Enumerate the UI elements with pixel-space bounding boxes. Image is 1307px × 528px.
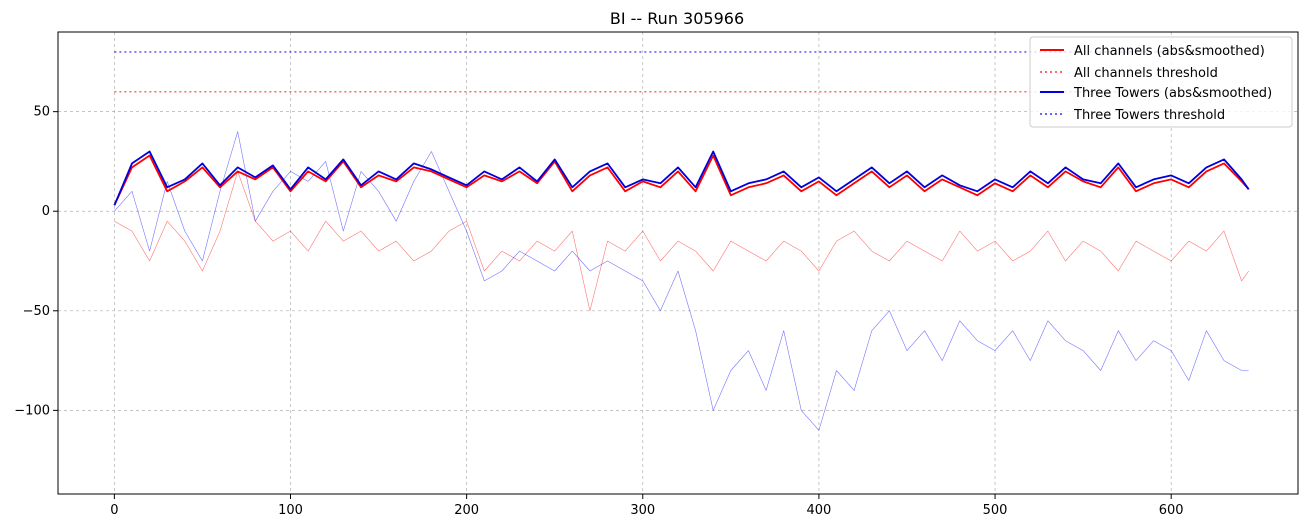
legend-label-all-channels: All channels (abs&smoothed) [1074, 44, 1265, 59]
series-line-all-channels-abs-smoothed [113, 154, 1250, 206]
series-line-all-channels-raw [114, 171, 1249, 312]
legend: All channels (abs&smoothed) All channels… [1029, 36, 1293, 128]
x-tick-label: 600 [1159, 503, 1184, 518]
y-tick-label: 50 [33, 105, 50, 120]
x-tick-label: 500 [983, 503, 1008, 518]
y-tick-label: −50 [23, 304, 50, 319]
legend-label-three-towers: Three Towers (abs&smoothed) [1073, 86, 1272, 101]
x-tick-label: 100 [278, 503, 303, 518]
x-tick-label: 300 [630, 503, 655, 518]
x-tick-label: 400 [806, 503, 831, 518]
legend-label-all-channels-threshold: All channels threshold [1074, 66, 1218, 81]
legend-label-three-towers-threshold: Three Towers threshold [1073, 108, 1225, 123]
series-line-three-towers-abs-smoothed [113, 150, 1250, 206]
axis-ticks: 0 100 200 300 400 500 600 −100 −50 0 50 [14, 105, 1183, 518]
y-tick-label: 0 [42, 204, 50, 219]
axes-frame [57, 31, 1299, 495]
series-line-three-towers-raw [114, 131, 1249, 431]
x-tick-label: 200 [454, 503, 479, 518]
x-tick-label: 0 [110, 503, 118, 518]
y-tick-label: −100 [14, 403, 50, 418]
chart-title: BI -- Run 305966 [610, 9, 744, 28]
legend-box [1029, 36, 1293, 128]
